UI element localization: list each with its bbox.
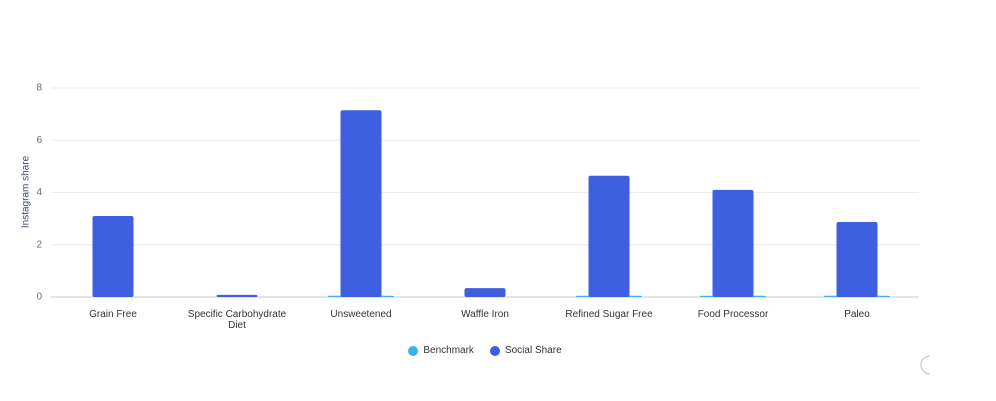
x-tick-label: Unsweetened bbox=[330, 309, 392, 320]
x-tick-label: Food Processor bbox=[697, 309, 769, 320]
x-tick-label: Refined Sugar Free bbox=[565, 309, 653, 320]
x-tick-label: Grain Free bbox=[89, 309, 137, 320]
legend-label: Benchmark bbox=[423, 345, 474, 356]
bar bbox=[92, 216, 134, 297]
x-tick-label: Specific Carbohydrate Diet bbox=[187, 309, 287, 331]
legend-marker bbox=[489, 345, 500, 356]
bar bbox=[836, 222, 878, 297]
y-tick-label: 4 bbox=[36, 187, 42, 198]
bar bbox=[216, 294, 258, 297]
bar bbox=[588, 175, 630, 297]
scroll-handle bbox=[920, 355, 931, 375]
bar bbox=[340, 110, 382, 297]
legend-item: Social Share bbox=[489, 345, 562, 356]
legend-marker bbox=[408, 345, 419, 356]
y-tick-label: 6 bbox=[36, 135, 42, 146]
y-tick-label: 0 bbox=[36, 292, 42, 303]
legend: Benchmark Social Share bbox=[0, 345, 970, 356]
legend-label: Social Share bbox=[504, 345, 562, 356]
y-tick-label: 2 bbox=[36, 239, 42, 250]
y-axis-label: Instagram share bbox=[21, 155, 32, 228]
legend-item: Benchmark bbox=[408, 345, 474, 356]
y-tick-label: 8 bbox=[36, 83, 42, 94]
x-tick-label: Waffle Iron bbox=[461, 309, 509, 320]
x-tick-label: Paleo bbox=[844, 309, 870, 320]
bar bbox=[464, 288, 506, 297]
bar bbox=[712, 189, 754, 297]
